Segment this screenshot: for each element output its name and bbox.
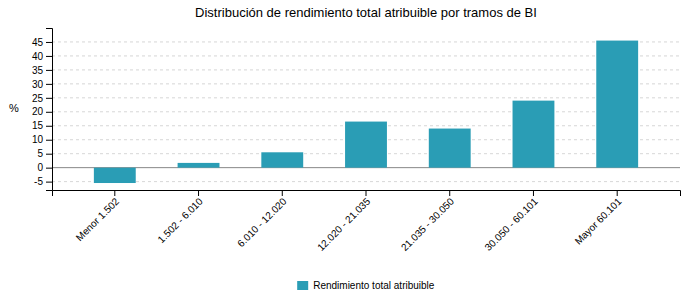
y-tick-label: 0: [37, 162, 43, 173]
x-tick: Mayor 60.101: [573, 190, 624, 247]
x-tick-label: 21.035 - 30.050: [399, 195, 457, 253]
y-tick-label: 10: [32, 134, 44, 145]
grid-line: [52, 55, 680, 56]
y-tick: 45: [32, 37, 52, 48]
y-tick-label: 20: [32, 106, 44, 117]
x-tick: 6.010 - 12.020: [235, 190, 289, 249]
x-tick-mark: [282, 190, 283, 196]
y-tick-mark: [46, 42, 52, 43]
bar: [178, 163, 220, 168]
x-tick-mark: [198, 190, 199, 196]
bar: [261, 152, 303, 167]
y-tick: 25: [32, 93, 52, 104]
y-tick-mark: [46, 70, 52, 71]
y-tick: 10: [32, 134, 52, 145]
bars: [94, 41, 638, 183]
y-tick-label: 35: [32, 65, 44, 76]
x-axis-line: [53, 191, 681, 197]
bar: [345, 122, 387, 168]
legend-item: Rendimiento total atribuible: [297, 280, 435, 291]
y-tick-mark: [46, 154, 52, 155]
grid-line: [52, 83, 680, 84]
x-tick: Menor 1.502: [74, 190, 122, 243]
y-tick-mark: [46, 56, 52, 57]
y-tick: 0: [37, 162, 52, 173]
x-tick-mark: [533, 190, 534, 196]
grid-line: [52, 97, 680, 98]
y-tick-label: -5: [34, 176, 43, 187]
legend-swatch: [297, 281, 308, 290]
grid-line: [52, 181, 680, 182]
y-axis: -5 0 5 10 15 20 25 30 35 40 45: [32, 29, 53, 191]
y-tick-label: 40: [32, 51, 44, 62]
legend: Rendimiento total atribuible: [297, 280, 435, 291]
bar: [429, 129, 471, 168]
chart: -5 0 5 10 15 20 25 30 35 40 45 Menor 1.502 1.502 - 6…: [0, 0, 700, 300]
grid-line: [52, 111, 680, 112]
y-tick-mark: [46, 98, 52, 99]
y-tick: 20: [32, 106, 52, 117]
x-tick-mark: [114, 190, 115, 196]
bar: [513, 101, 555, 168]
y-axis-title: %: [9, 102, 19, 114]
grid-line: [52, 69, 680, 70]
x-tick-label: 12.020 - 21.035: [315, 195, 373, 253]
y-axis-line: [46, 29, 53, 191]
legend-label: Rendimiento total atribuible: [313, 280, 435, 291]
y-tick-mark: [46, 182, 52, 183]
y-tick-mark: [46, 168, 52, 169]
y-tick-mark: [46, 112, 52, 113]
x-tick: 12.020 - 21.035: [315, 190, 373, 253]
title: Distribución de rendimiento total atribu…: [195, 5, 537, 20]
x-tick-mark: [617, 190, 618, 196]
bar: [596, 41, 638, 168]
y-tick-mark: [46, 140, 52, 141]
plot: -5 0 5 10 15 20 25 30 35 40 45 Menor 1.502 1.502 - 6…: [32, 29, 681, 253]
x-tick: 30.050 - 60.101: [483, 190, 541, 253]
x-tick: 21.035 - 30.050: [399, 190, 457, 253]
x-tick-label: 30.050 - 60.101: [483, 195, 541, 253]
x-tick-mark: [366, 190, 367, 196]
y-tick: 5: [37, 148, 52, 159]
x-axis: Menor 1.502 1.502 - 6.010 6.010 - 12.020 12…: [53, 190, 681, 253]
x-tick-label: 1.502 - 6.010: [155, 195, 205, 245]
y-tick-label: 45: [32, 37, 44, 48]
y-tick-mark: [46, 126, 52, 127]
y-tick-label: 30: [32, 79, 44, 90]
x-tick-label: 6.010 - 12.020: [235, 195, 289, 249]
grid-line: [52, 41, 680, 42]
y-tick-mark: [46, 84, 52, 85]
x-tick-label: Menor 1.502: [74, 195, 122, 243]
y-tick: 35: [32, 65, 52, 76]
y-tick: 30: [32, 79, 52, 90]
x-tick-mark: [449, 190, 450, 196]
x-tick-label: Mayor 60.101: [573, 195, 624, 246]
y-tick: 40: [32, 51, 52, 62]
bar: [94, 168, 136, 183]
y-tick-label: 15: [32, 120, 44, 131]
y-tick: 15: [32, 120, 52, 131]
y-tick-label: 5: [37, 148, 43, 159]
y-tick: -5: [34, 176, 52, 187]
x-tick: 1.502 - 6.010: [155, 190, 205, 245]
grid: [52, 42, 680, 182]
y-tick-label: 25: [32, 93, 44, 104]
